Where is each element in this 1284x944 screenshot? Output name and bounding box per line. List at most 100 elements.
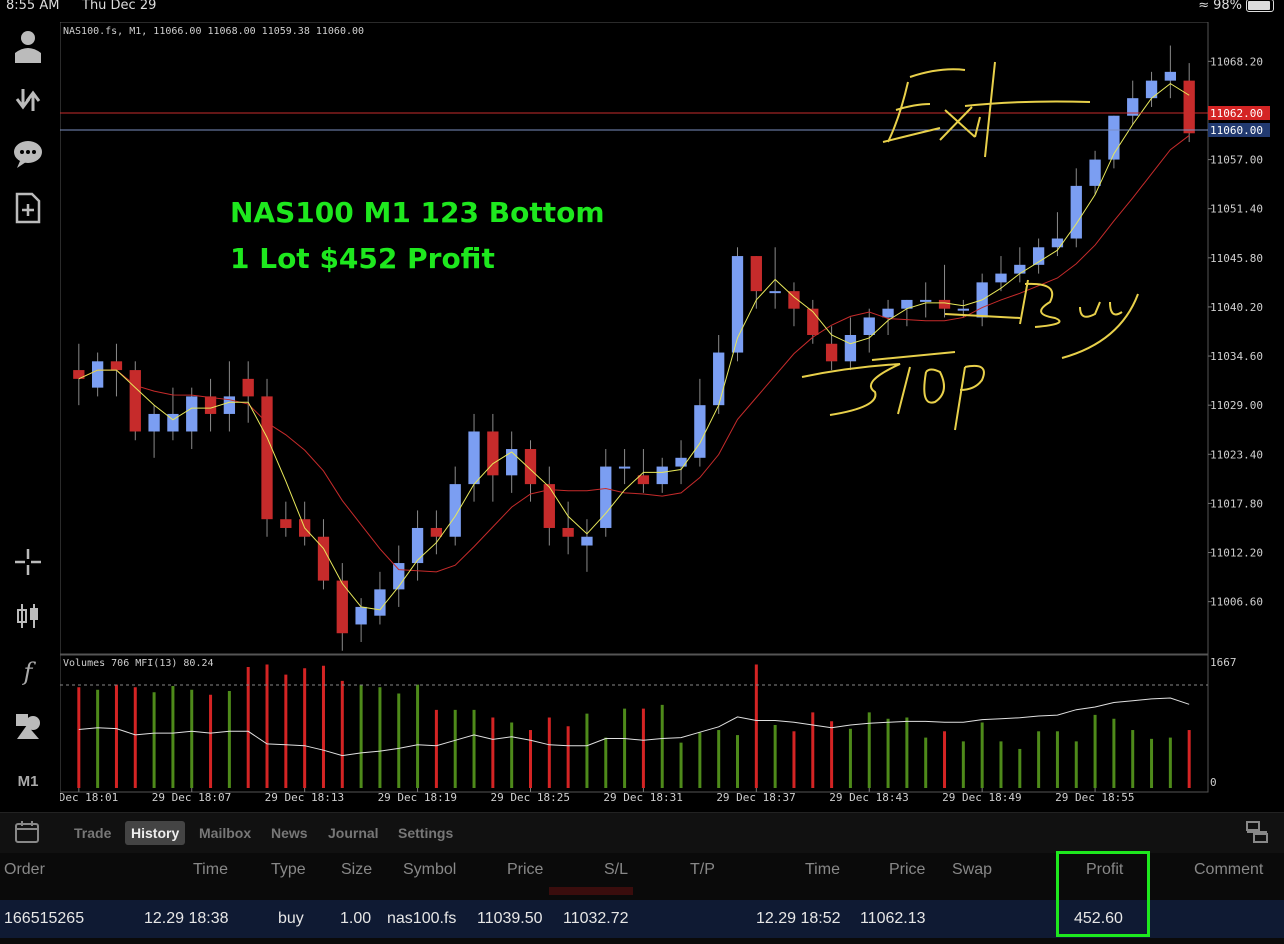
candle-bull [167,413,179,432]
time-axis-label: 29 Dec 18:13 [265,791,344,804]
candle-bull [1051,238,1064,248]
price-axis-label: 11045.80 [1210,252,1263,265]
price-axis-label: 11012.20 [1210,547,1263,560]
candle-bull [506,449,518,476]
price-axis-label: 11023.40 [1210,448,1263,461]
chat-icon[interactable] [8,134,48,174]
candle-bull [731,256,744,353]
candle-bear [750,256,762,292]
status-date: Thu Dec 29 [82,0,157,13]
candle-bull [91,361,104,388]
handwriting-buy [944,279,1139,359]
objects-icon[interactable] [8,706,48,746]
status-time: 8:55 AM [6,0,60,13]
cell-close-time: 12.29 18:52 [756,910,841,927]
bid-price-label: 11062.00 [1210,107,1263,120]
col-header-order[interactable]: Order [4,861,45,878]
chart-area[interactable]: NAS100.fs, M1, 11066.00 11068.00 11059.3… [39,21,1284,812]
cell-symbol: nas100.fs [387,910,457,927]
candle-bear [938,299,951,309]
col-header-tp[interactable]: T/P [690,861,715,878]
col-header-price[interactable]: Price [507,861,544,878]
candle-bull [901,299,913,309]
price-chart[interactable]: NAS100.fs, M1, 11066.00 11068.00 11059.3… [39,21,1284,812]
candles-icon[interactable] [8,596,48,636]
status-battery: ≈ 98% [1198,0,1274,13]
ask-price-label: 11060.00 [1210,124,1263,137]
candle-bull [863,317,875,335]
candle-bull [374,589,386,616]
tab-mailbox[interactable]: Mailbox [199,825,252,841]
price-axis-label: 11040.20 [1210,301,1263,314]
candle-bear [261,396,273,520]
col-header-size[interactable]: Size [341,861,373,878]
chart-info-label: NAS100.fs, M1, 11066.00 11068.00 11059.3… [63,26,364,37]
candle-bull [355,606,367,625]
price-axis-label: 11051.40 [1210,203,1263,216]
candle-bull [468,431,480,485]
candle-bear [1183,80,1195,134]
calendar-icon[interactable] [14,819,40,845]
price-axis-label: 11029.00 [1210,399,1263,412]
candle-bear [524,449,537,485]
timeframe-button[interactable]: M1 [17,772,39,790]
candle-bull [713,352,725,406]
cell-type: buy [278,910,304,927]
candle-bear [336,580,348,634]
tab-trade[interactable]: Trade [74,825,112,841]
annotation-profit: 1 Lot $452 Profit [230,242,495,275]
candle-bull [1089,159,1101,186]
cell-open-price: 11039.50 [477,910,543,927]
col-header-close-price[interactable]: Price [889,861,926,878]
candle-bear [637,475,650,485]
candle-bull [920,299,932,302]
candle-bull [1108,115,1120,160]
col-header-close-time[interactable]: Time [805,861,840,878]
time-axis-label: 29 Dec 18:01 [60,791,118,804]
tab-news[interactable]: News [271,825,308,841]
col-header-time[interactable]: Time [193,861,228,878]
cell-order: 166515265 [4,910,85,927]
candle-bull [1145,80,1158,99]
candle-bull [581,536,593,546]
time-axis-label: 29 Dec 18:37 [716,791,795,804]
crosshair-icon[interactable] [8,542,48,582]
volume-max-label: 1667 [1210,656,1237,669]
cell-size: 1.00 [340,910,372,927]
tab-settings[interactable]: Settings [398,825,454,841]
cell-open-time: 12.29 18:38 [144,910,229,927]
col-header-sl[interactable]: S/L [604,861,629,878]
new-doc-icon[interactable] [8,188,48,228]
tab-journal[interactable]: Journal [328,825,379,841]
handwriting-exit [882,61,1091,158]
candle-bear [487,431,499,476]
col-header-comment[interactable]: Comment [1194,861,1264,878]
price-axis-label: 11034.60 [1210,350,1263,363]
col-header-swap[interactable]: Swap [952,861,993,878]
col-header-symbol[interactable]: Symbol [403,861,457,878]
candle-bull [1014,264,1026,274]
slow-ma-line [78,135,1190,573]
bid-price-tag [1208,106,1270,120]
candle-bull [1032,247,1045,265]
transfer-icon[interactable] [8,80,48,120]
col-header-type[interactable]: Type [271,861,306,878]
col-header-profit[interactable]: Profit [1086,861,1124,878]
candle-bull [1127,98,1139,116]
function-icon[interactable]: f [23,658,33,686]
candle-bull [957,308,969,311]
candle-bear [242,378,254,397]
candle-bull [694,405,706,458]
candle-bear [317,536,330,581]
candle-bear [129,370,141,432]
candle-bear [807,308,819,335]
time-axis-label: 29 Dec 18:25 [490,791,569,804]
candle-bull [675,457,687,467]
table-row[interactable]: 166515265 12.29 18:38 buy 1.00 nas100.fs… [0,900,1284,938]
candle-bull [995,273,1007,283]
person-icon[interactable] [8,26,48,66]
candle-bull [882,308,894,318]
candle-bear [280,519,292,528]
layout-toggle-icon[interactable] [1244,819,1270,845]
tab-history[interactable]: History [125,821,186,845]
